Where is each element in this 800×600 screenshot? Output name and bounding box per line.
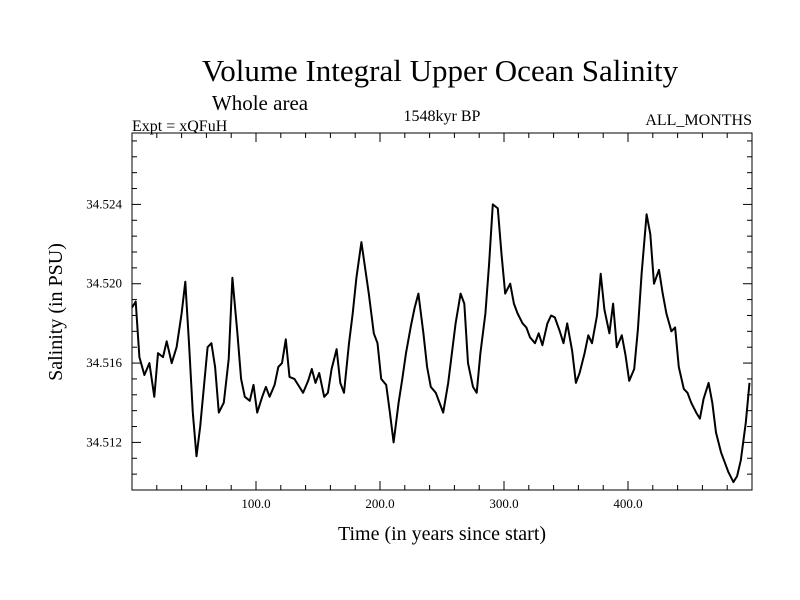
chart-subtitle: Whole area bbox=[212, 91, 309, 115]
period-label: 1548kyr BP bbox=[404, 108, 481, 125]
y-tick-labels: 34.512 34.516 34.520 34.524 bbox=[86, 196, 122, 449]
axis-ticks bbox=[132, 133, 752, 491]
salinity-series-line bbox=[131, 203, 751, 484]
x-tick-label-100: 100.0 bbox=[241, 496, 270, 511]
y-axis-label: Salinity (in PSU) bbox=[45, 243, 67, 381]
plot-frame bbox=[131, 132, 753, 491]
chart-title: Volume Integral Upper Ocean Salinity bbox=[202, 53, 679, 88]
months-label: ALL_MONTHS bbox=[645, 112, 752, 129]
y-tick-label-34512: 34.512 bbox=[86, 434, 122, 449]
y-tick-label-34524: 34.524 bbox=[86, 196, 122, 211]
x-axis-label: Time (in years since start) bbox=[338, 523, 546, 545]
experiment-label: Expt = xQFuH bbox=[132, 118, 228, 135]
x-tick-label-200: 200.0 bbox=[365, 496, 394, 511]
x-tick-label-300: 300.0 bbox=[489, 496, 518, 511]
x-tick-label-400: 400.0 bbox=[613, 496, 642, 511]
y-tick-label-34520: 34.520 bbox=[86, 276, 122, 291]
y-tick-label-34516: 34.516 bbox=[86, 355, 122, 370]
x-tick-labels: 100.0 200.0 300.0 400.0 bbox=[241, 496, 642, 511]
